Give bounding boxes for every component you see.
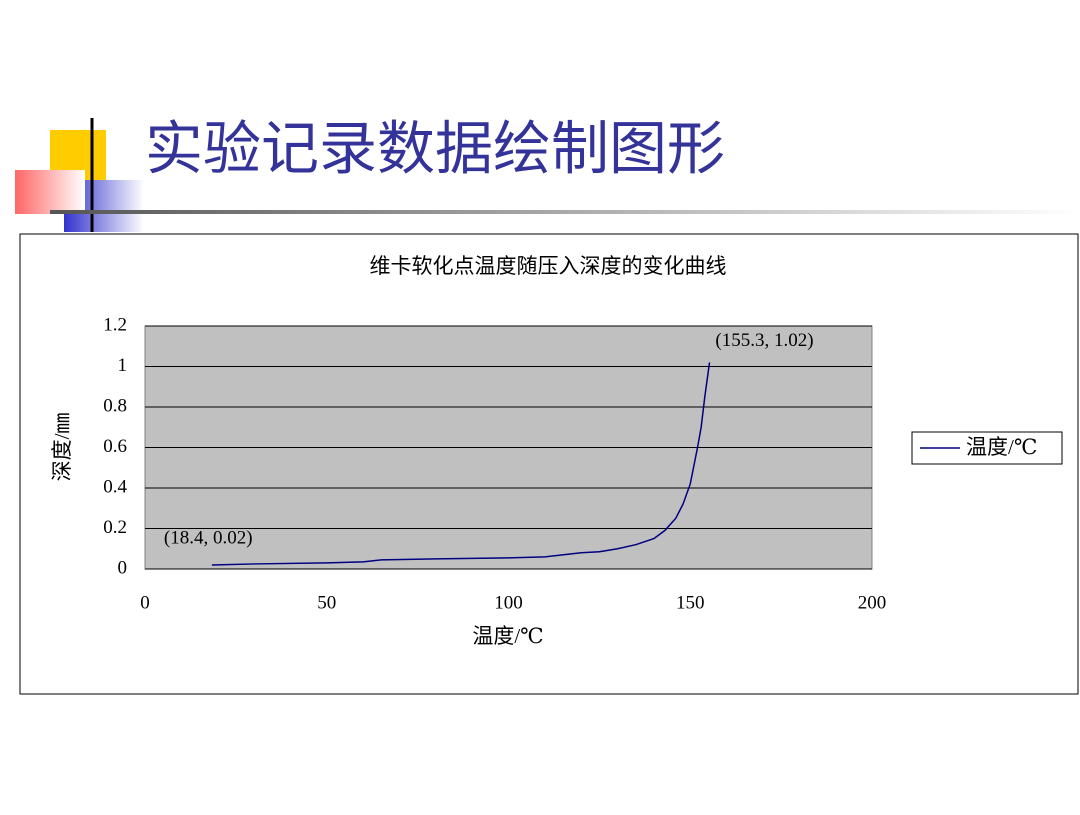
annotation: (155.3, 1.02) [715, 330, 813, 351]
x-tick-label: 150 [676, 592, 705, 613]
y-tick-label: 0.4 [103, 476, 127, 497]
x-axis-label: 温度/℃ [472, 624, 543, 648]
y-tick-label: 0.6 [103, 436, 127, 457]
x-tick-label: 100 [494, 592, 523, 613]
x-tick-label: 50 [317, 592, 336, 613]
deco-line [50, 210, 1080, 214]
line [211, 362, 711, 566]
deco-square [15, 170, 85, 214]
slide-title: 实验记录数据绘制图形 [145, 116, 725, 181]
y-tick-label: 0.8 [103, 395, 127, 416]
legend-label: 温度/℃ [966, 435, 1037, 459]
annotation: (18.4, 0.02) [164, 527, 253, 548]
y-axis-label: 深度/㎜ [50, 413, 74, 482]
chart-title: 维卡软化点温度随压入深度的变化曲线 [370, 254, 727, 278]
y-tick-label: 1.2 [103, 314, 127, 335]
y-tick-label: 0.2 [103, 517, 127, 538]
y-tick-label: 1 [118, 355, 128, 376]
x-tick-label: 0 [140, 592, 150, 613]
x-tick-label: 200 [858, 592, 887, 613]
y-tick-label: 0 [118, 557, 128, 578]
